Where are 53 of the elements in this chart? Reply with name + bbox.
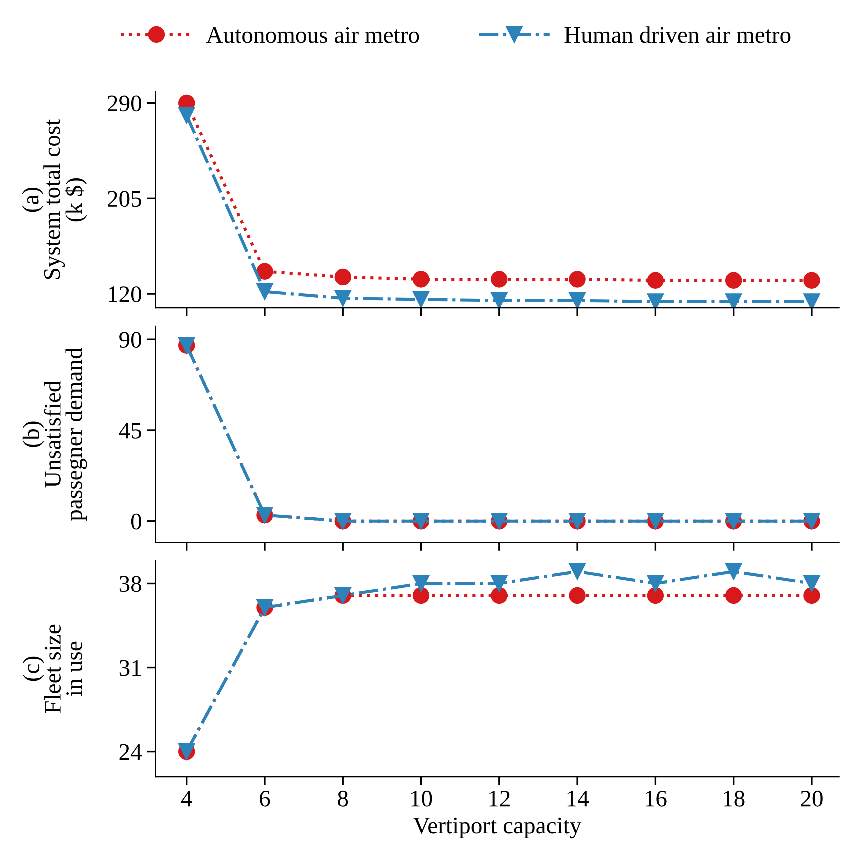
point	[412, 587, 430, 604]
point	[725, 272, 742, 289]
point	[569, 271, 586, 288]
y-tick-label: 205	[108, 191, 142, 208]
point	[491, 292, 508, 308]
x-tick-label: 16	[646, 790, 667, 807]
legend-label: Autonomous air metro	[206, 27, 420, 44]
x-tick-label: 10	[412, 790, 432, 807]
point	[647, 272, 664, 289]
y-tick-label: 120	[109, 286, 142, 302]
point	[412, 291, 430, 308]
x-tick-label: 20	[801, 790, 823, 807]
point	[804, 587, 820, 604]
point	[647, 587, 664, 604]
point	[647, 294, 664, 308]
point	[569, 292, 586, 308]
point	[491, 271, 508, 288]
point	[569, 563, 586, 580]
y-tick-label: 290	[108, 96, 142, 112]
point	[569, 587, 586, 604]
x-tick-label: 14	[568, 791, 589, 807]
x-tick-label: 12	[490, 790, 510, 807]
y-axis-title: (a) System total cost (k $)	[22, 120, 88, 280]
x-tick-label: 18	[724, 790, 745, 807]
y-tick-label: 45	[119, 423, 142, 439]
point	[804, 272, 820, 289]
point	[256, 283, 274, 300]
point	[412, 575, 430, 592]
point	[178, 107, 196, 124]
legend-label: Human driven air metro	[564, 26, 791, 44]
y-tick-label: 0	[131, 514, 142, 530]
x-axis-title: Vertiport capacity	[413, 818, 582, 839]
point	[412, 271, 430, 288]
point	[725, 294, 742, 308]
point	[491, 587, 508, 604]
y-tick-label: 31	[120, 660, 141, 676]
point	[256, 263, 274, 280]
point	[804, 294, 820, 308]
point	[725, 587, 742, 604]
point	[725, 563, 742, 580]
point	[491, 575, 508, 592]
point	[804, 575, 820, 592]
point	[647, 575, 664, 592]
point	[334, 268, 352, 286]
y-tick-label: 38	[120, 576, 142, 592]
y-axis-title: (c) Fleet size in use	[22, 624, 82, 714]
x-tick-label: 6	[260, 790, 270, 807]
x-tick-label: 8	[338, 790, 348, 807]
point	[334, 290, 352, 307]
y-tick-label: 24	[120, 744, 142, 760]
y-tick-label: 90	[120, 332, 142, 348]
x-tick-label: 4	[181, 791, 192, 807]
y-axis-title: (b) Unsatisfied passegner demand	[22, 348, 88, 522]
